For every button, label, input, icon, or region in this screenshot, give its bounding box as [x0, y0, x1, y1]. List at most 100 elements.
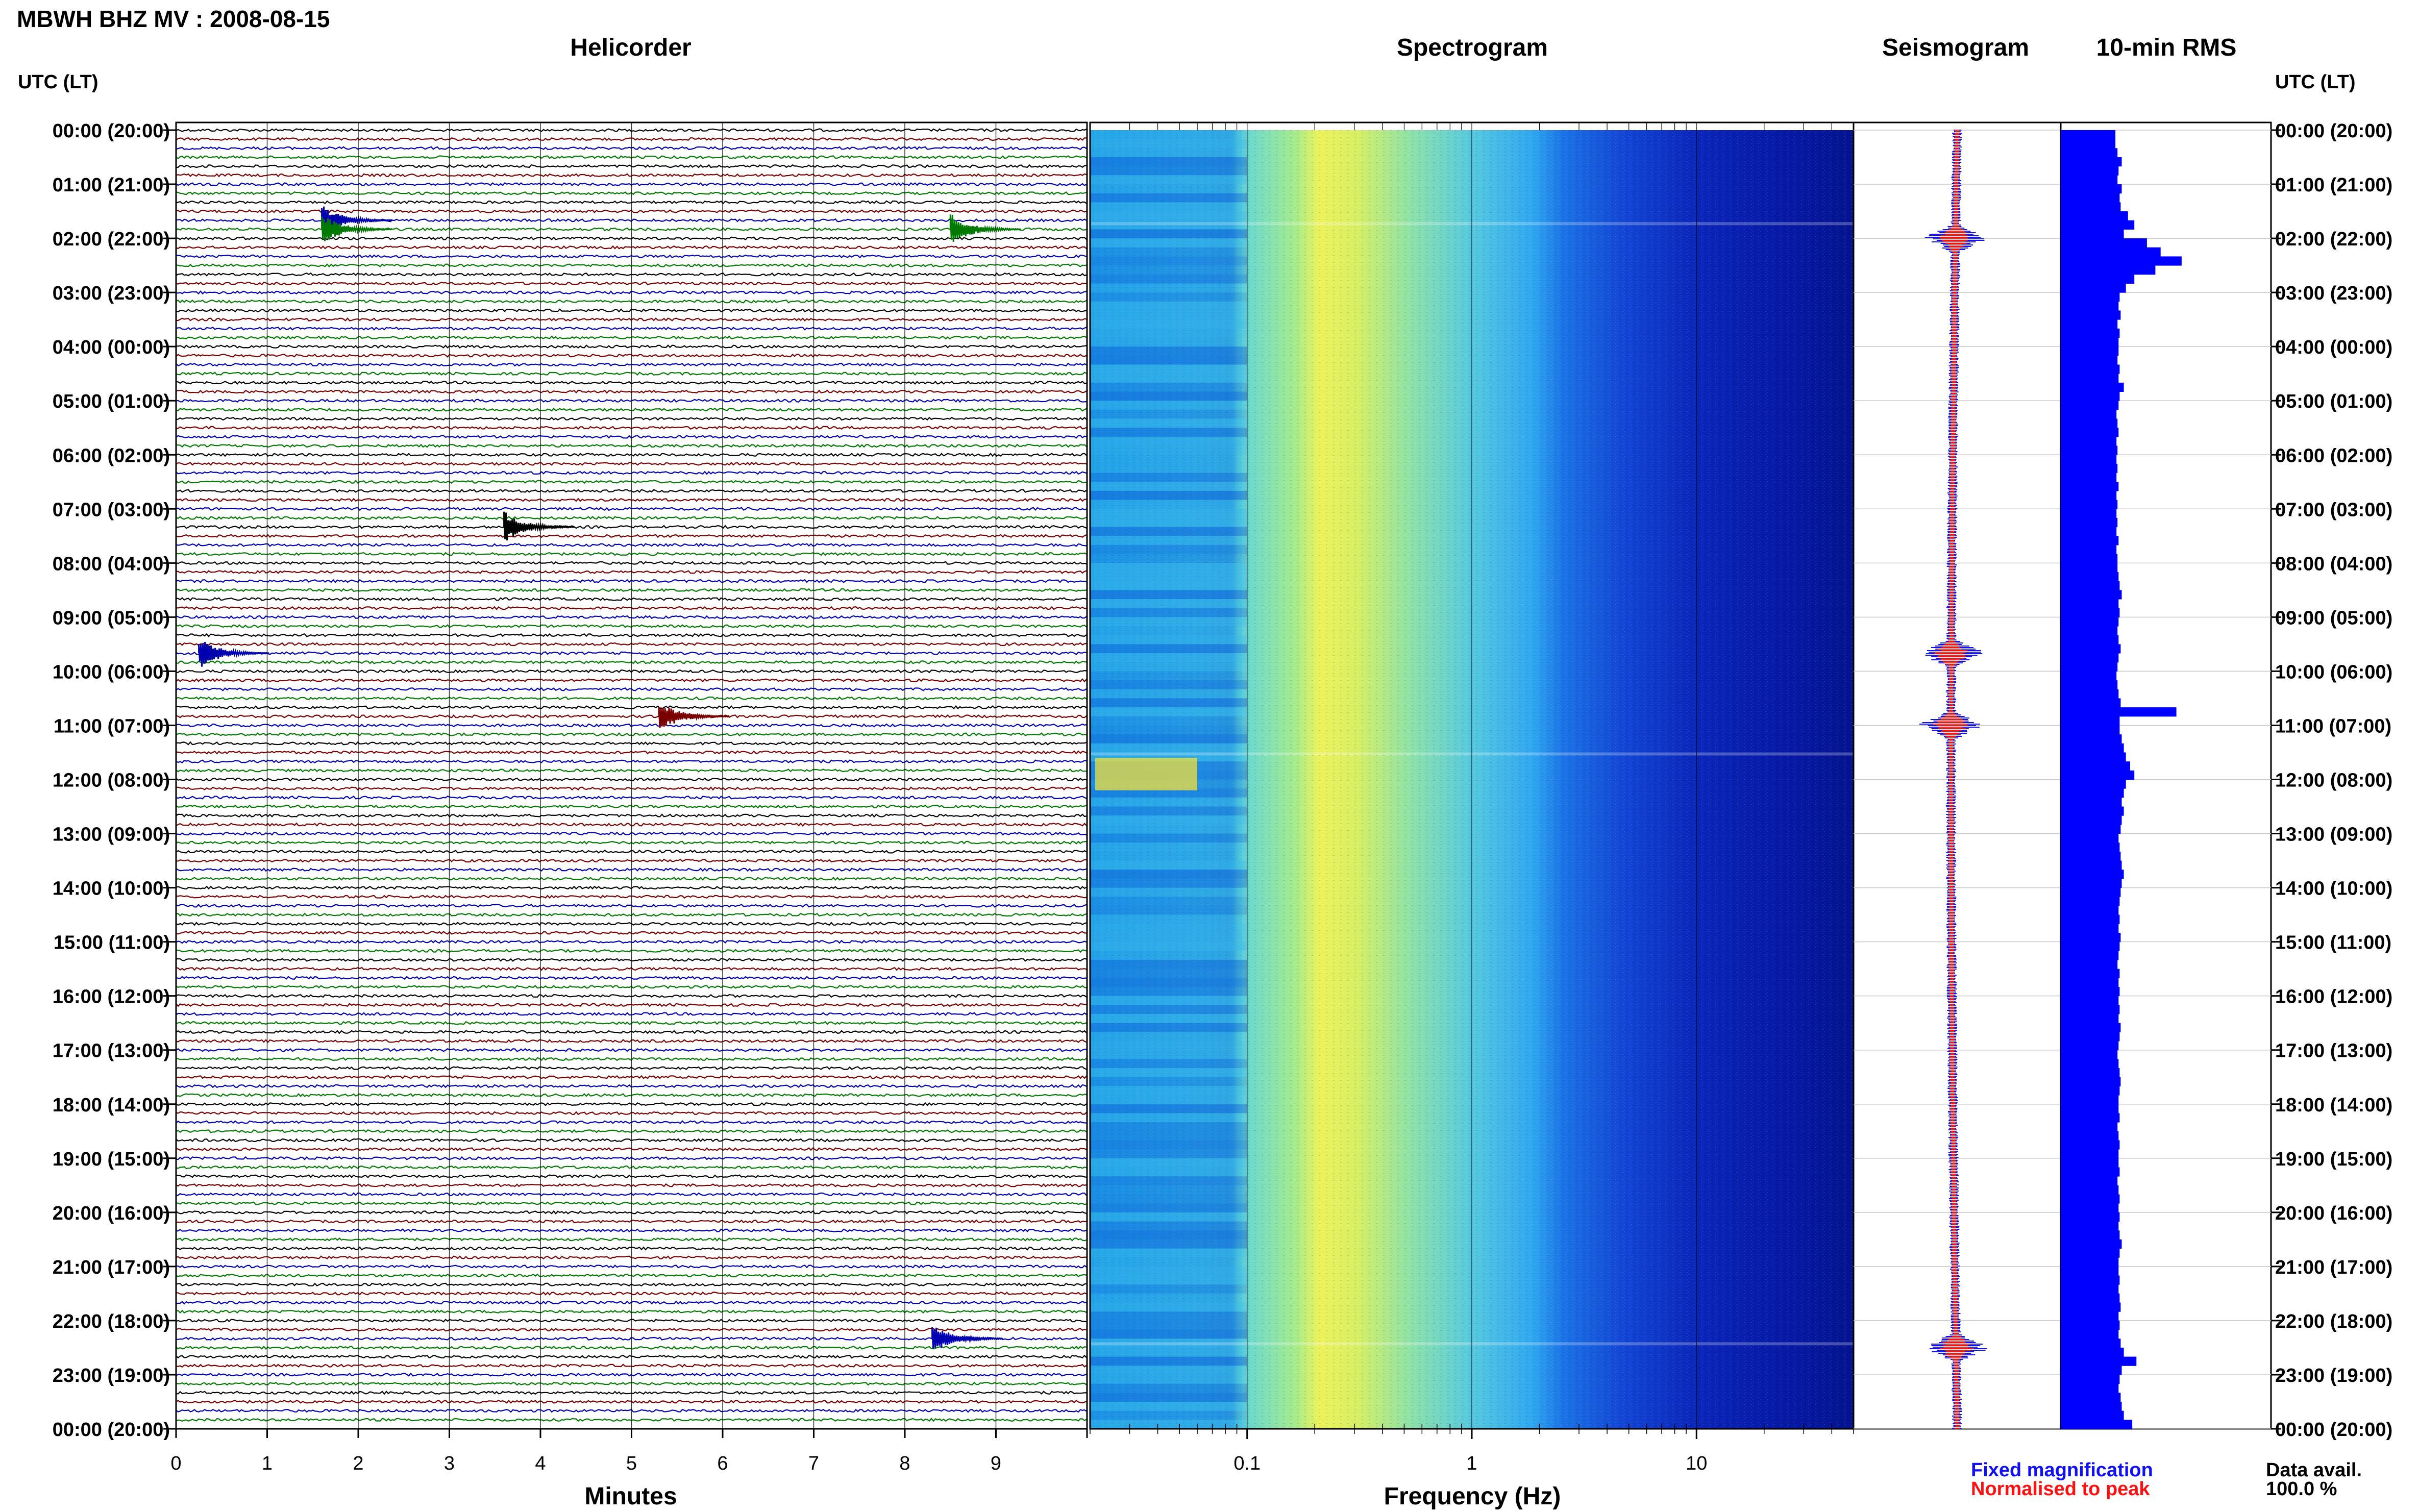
spectrogram-band: [1090, 1347, 1247, 1357]
spectrogram-band: [1090, 1420, 1247, 1429]
rms-bar: [2061, 455, 2117, 464]
spectrogram-band: [1090, 490, 1247, 500]
rms-bar: [2061, 1284, 2119, 1294]
helicorder-trace: [175, 976, 1087, 980]
rms-bar: [2061, 274, 2135, 284]
spectrogram-band: [1090, 319, 1247, 329]
rms-bar: [2061, 671, 2117, 681]
spectrogram-band: [1090, 1014, 1247, 1023]
spectrogram-title: Spectrogram: [1396, 34, 1548, 61]
helicorder-tick-label: 8: [899, 1453, 910, 1474]
hour-label-left: 20:00 (16:00): [53, 1203, 170, 1224]
spectrogram-band: [1090, 1221, 1247, 1231]
helicorder-trace: [175, 1075, 1087, 1079]
spectrogram-band: [1090, 1320, 1247, 1330]
helicorder-trace: [175, 1083, 1087, 1088]
spectrogram-band: [1090, 897, 1247, 906]
spectrogram-band: [1090, 544, 1247, 554]
spectrogram-band: [1090, 166, 1247, 176]
page-title: MBWH BHZ MV : 2008-08-15: [17, 6, 330, 32]
helicorder-trace: [175, 840, 1087, 845]
helicorder-event: [198, 642, 270, 667]
spectrogram-band: [1090, 157, 1247, 166]
helicorder-trace: [175, 470, 1087, 475]
time-axis-header-left: UTC (LT): [18, 71, 98, 93]
spectrogram-band: [1090, 1230, 1247, 1240]
spectrogram-tick-label: 1: [1466, 1453, 1477, 1474]
hour-label-right: 14:00 (10:00): [2275, 878, 2392, 900]
rms-bar: [2061, 1113, 2120, 1123]
spectrogram-band: [1090, 1212, 1247, 1222]
spectrogram-band: [1090, 193, 1247, 203]
helicorder-trace: [175, 1111, 1087, 1116]
spectrogram-band: [1090, 1086, 1247, 1096]
rms-bar: [2061, 870, 2124, 879]
rms-bar: [2061, 1266, 2119, 1276]
rms-bar: [2061, 409, 2117, 419]
helicorder-trace: [175, 434, 1087, 439]
spectrogram-band: [1090, 815, 1247, 825]
helicorder-trace: [175, 443, 1087, 448]
helicorder-trace: [175, 488, 1087, 493]
hour-label-right: 21:00 (17:00): [2275, 1257, 2392, 1278]
rms-bar: [2061, 382, 2124, 392]
spectrogram-band: [1090, 473, 1247, 482]
legend-fixed-magnification: Fixed magnification: [1971, 1459, 2153, 1481]
spectrogram-band: [1090, 860, 1247, 870]
spectrogram-band: [1090, 1383, 1247, 1393]
helicorder-trace: [175, 525, 1087, 529]
rms-bar: [2061, 905, 2119, 915]
rms-bar: [2061, 157, 2122, 167]
helicorder-trace: [175, 858, 1087, 863]
rms-bar: [2061, 959, 2118, 970]
spectrogram-band: [1090, 184, 1247, 193]
rms-bar: [2061, 1077, 2121, 1086]
helicorder-trace: [175, 642, 1087, 647]
spectrogram-band: [1090, 635, 1247, 645]
spectrogram-band: [1090, 851, 1247, 861]
helicorder-trace: [175, 876, 1087, 881]
spectrogram-band: [1090, 870, 1247, 879]
spectrogram-band: [1090, 382, 1247, 392]
spectrogram-band: [1090, 1158, 1247, 1168]
spectrogram-band: [1090, 247, 1247, 257]
helicorder-trace: [175, 1418, 1087, 1422]
helicorder-trace: [175, 317, 1087, 322]
helicorder-trace: [175, 281, 1087, 286]
hour-label-left: 08:00 (04:00): [53, 553, 170, 575]
spectrogram-band: [1090, 283, 1247, 293]
helicorder-trace: [175, 200, 1087, 205]
spectrogram-band: [1090, 1176, 1247, 1185]
rms-bar: [2061, 1410, 2124, 1420]
seismogram-panel: [1853, 121, 2062, 1430]
helicorder-tick-label: 2: [353, 1453, 363, 1474]
rms-bar: [2061, 1401, 2122, 1411]
rms-bar: [2061, 1221, 2119, 1231]
hour-label-left: 04:00 (00:00): [53, 337, 170, 358]
rms-title: 10-min RMS: [2096, 34, 2237, 61]
spectrogram-band: [1090, 662, 1247, 672]
spectrogram-band: [1090, 328, 1247, 338]
rms-bar: [2061, 1393, 2121, 1402]
helicorder-trace: [175, 1391, 1087, 1395]
hour-label-left: 14:00 (10:00): [53, 878, 170, 900]
spectrogram-band: [1090, 734, 1247, 743]
helicorder-trace: [175, 1156, 1087, 1160]
rms-bar: [2061, 653, 2119, 663]
helicorder-trace: [175, 912, 1087, 917]
hour-label-left: 00:00 (20:00): [53, 1419, 170, 1441]
hour-label-left: 15:00 (11:00): [54, 932, 170, 954]
spectrogram-band: [1090, 175, 1247, 185]
rms-bar: [2061, 761, 2130, 771]
spectrogram-band: [1090, 1185, 1247, 1195]
hour-label-left: 19:00 (15:00): [53, 1149, 170, 1170]
spectrogram-tick-label: 10: [1686, 1453, 1707, 1474]
spectrogram-band: [1090, 1203, 1247, 1212]
rms-bar: [2061, 337, 2119, 347]
rms-bar: [2061, 220, 2135, 230]
spectrogram-band: [1090, 563, 1247, 573]
rms-bar: [2061, 1185, 2119, 1195]
spectrogram-band: [1090, 806, 1247, 816]
helicorder-trace: [175, 561, 1087, 565]
